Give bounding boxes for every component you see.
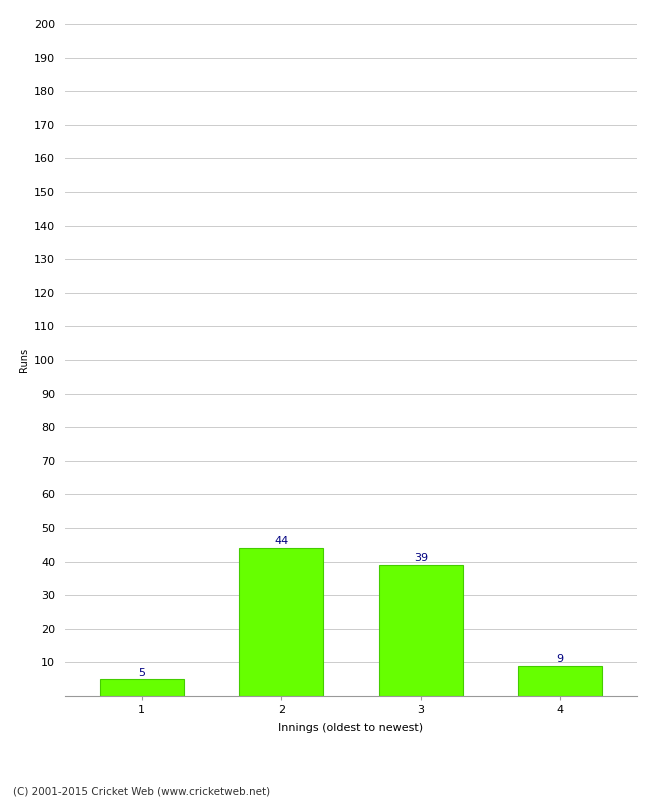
Bar	[239, 548, 323, 696]
Text: 9: 9	[556, 654, 564, 664]
Bar	[100, 679, 183, 696]
Text: (C) 2001-2015 Cricket Web (www.cricketweb.net): (C) 2001-2015 Cricket Web (www.cricketwe…	[13, 786, 270, 796]
Y-axis label: Runs: Runs	[19, 348, 29, 372]
Bar	[519, 666, 602, 696]
Text: 5: 5	[138, 667, 145, 678]
Text: 44: 44	[274, 537, 289, 546]
Text: 39: 39	[413, 554, 428, 563]
Bar	[379, 565, 463, 696]
X-axis label: Innings (oldest to newest): Innings (oldest to newest)	[278, 723, 424, 734]
